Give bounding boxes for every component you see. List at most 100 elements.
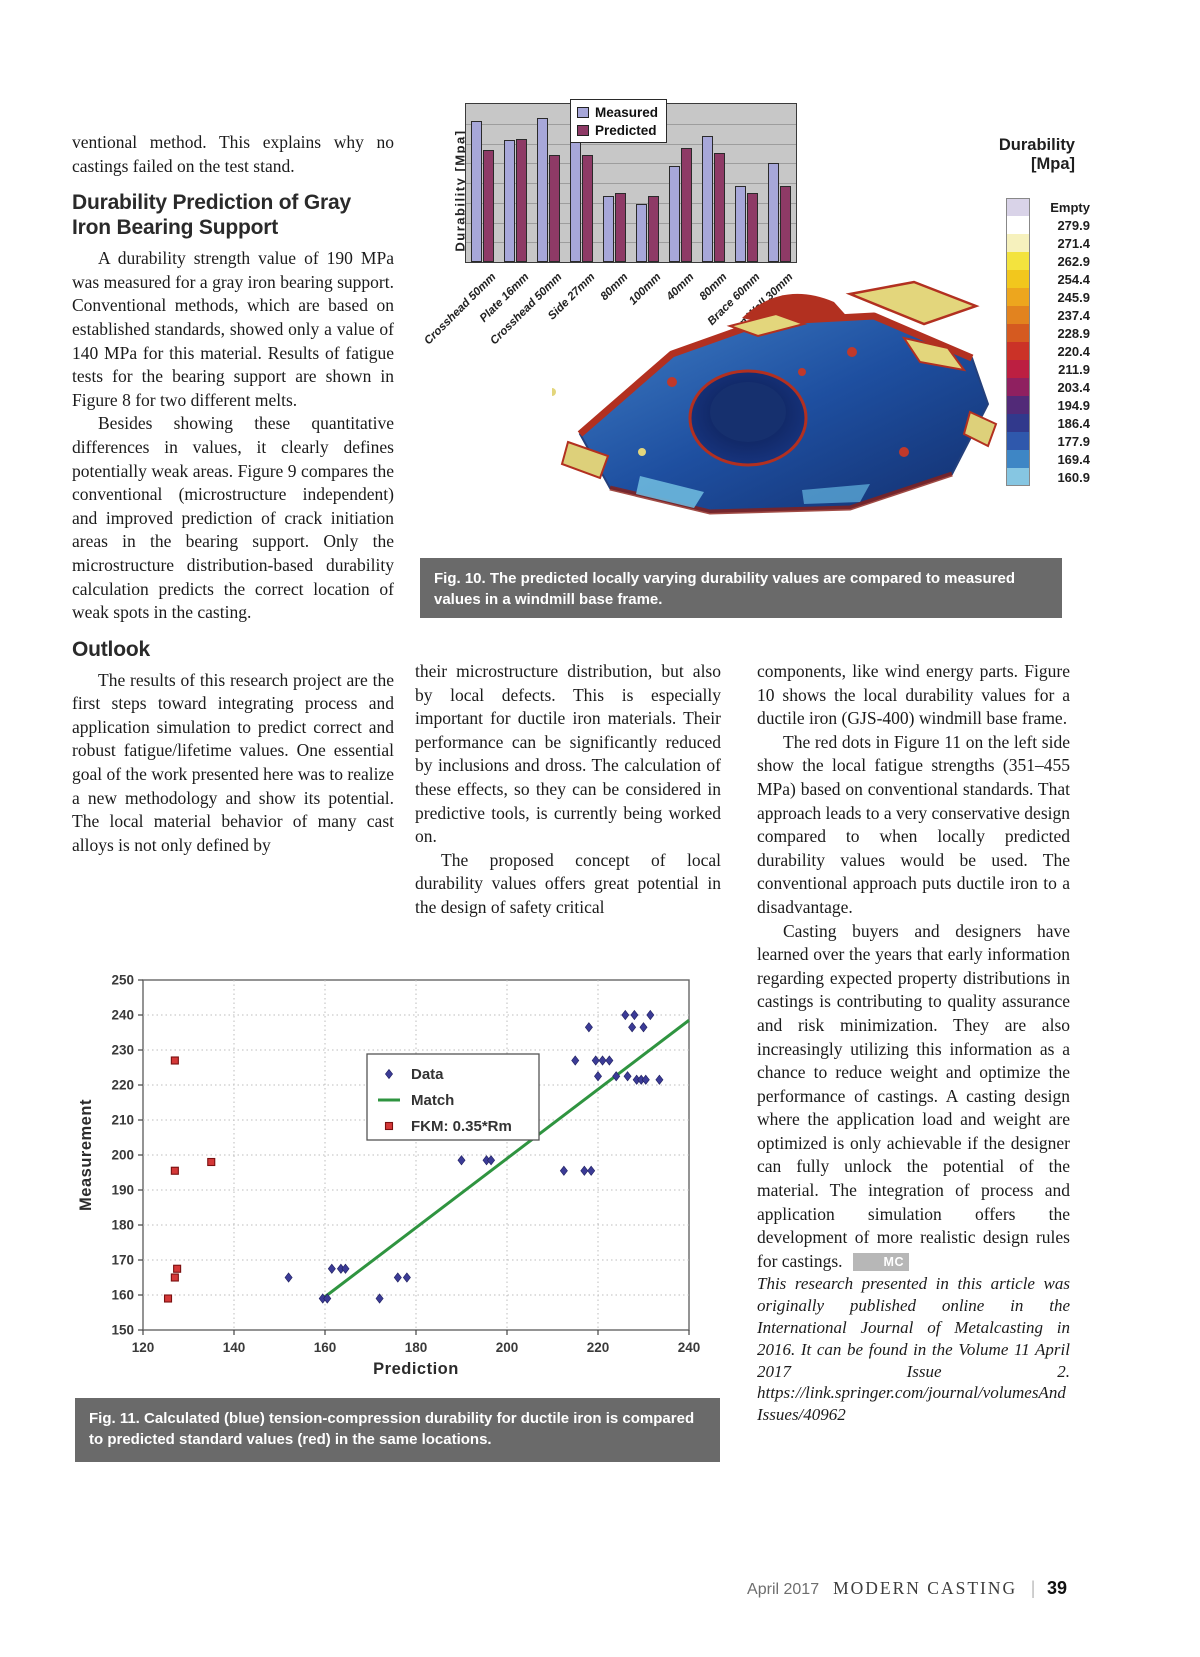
colorbar-entry: 211.9	[1006, 360, 1090, 378]
reprint-footnote: This research presented in this article …	[757, 1274, 1070, 1425]
colorbar-entry: 237.4	[1006, 306, 1090, 324]
paragraph: Casting buyers and designers have learne…	[757, 920, 1070, 1274]
fig10-caption: Fig. 10. The predicted locally varying d…	[420, 558, 1062, 618]
bar-measured	[569, 138, 581, 262]
bar-predicted	[713, 153, 725, 262]
durability-colorbar: Empty 279.9 271.4 262.9 254.4 245.9 237.4 228.9…	[1006, 198, 1090, 486]
svg-text:Data: Data	[411, 1066, 444, 1083]
colorbar-swatch-icon	[1006, 234, 1030, 252]
bar-chart-legend-item: Measured	[577, 103, 658, 121]
colorbar-swatch-icon	[1006, 396, 1030, 414]
mc-end-badge: MC	[852, 1252, 909, 1271]
svg-text:140: 140	[223, 1340, 246, 1355]
bar-measured	[701, 135, 713, 262]
svg-text:210: 210	[111, 1113, 134, 1128]
bar-measured	[602, 195, 614, 262]
scatter-svg: 120 140 160 180 200 220 240 150 160 170 180 190 200 2…	[77, 973, 701, 1379]
svg-text:160: 160	[314, 1340, 337, 1355]
bar-chart-legend: Measured Predicted	[570, 99, 668, 143]
right-column: components, like wind energy parts. Figu…	[757, 660, 1070, 1426]
bar-chart-legend-item: Predicted	[577, 121, 658, 139]
colorbar-entry: 254.4	[1006, 270, 1090, 288]
colorbar-entry: 203.4	[1006, 378, 1090, 396]
bar-predicted	[548, 154, 560, 262]
colorbar-entry: 177.9	[1006, 432, 1090, 450]
bar-predicted	[647, 195, 659, 262]
paragraph-text: Casting buyers and designers have learne…	[757, 920, 1070, 1271]
colorbar-swatch-icon	[1006, 432, 1030, 450]
colorbar-entry: 220.4	[1006, 342, 1090, 360]
bar-predicted	[779, 186, 791, 262]
colorbar-swatch-icon	[1006, 468, 1030, 486]
svg-text:120: 120	[132, 1340, 155, 1355]
bar-chart-gridline	[466, 242, 796, 244]
svg-text:240: 240	[678, 1340, 701, 1355]
paragraph: components, like wind energy parts. Figu…	[757, 661, 1070, 729]
bar-chart-gridline	[466, 183, 796, 184]
colorbar-entry: 160.9	[1006, 468, 1090, 486]
colorbar-entry: 245.9	[1006, 288, 1090, 306]
paragraph: The red dots in Figure 11 on the left si…	[757, 731, 1070, 917]
fig11-caption: Fig. 11. Calculated (blue) tension-compr…	[75, 1398, 720, 1462]
svg-text:180: 180	[111, 1218, 134, 1233]
svg-text:220: 220	[111, 1078, 134, 1093]
colorbar-swatch-icon	[1006, 306, 1030, 324]
svg-text:FKM: 0.35*Rm: FKM: 0.35*Rm	[411, 1118, 512, 1135]
svg-text:220: 220	[587, 1340, 610, 1355]
bar-predicted	[614, 192, 626, 262]
section-heading-durability-prediction: Durability Prediction of Gray Iron Beari…	[72, 191, 351, 240]
svg-text:250: 250	[111, 973, 134, 988]
svg-text:200: 200	[496, 1340, 519, 1355]
windmill-base-frame-render	[548, 280, 998, 515]
paragraph: their microstructure distribution, but a…	[415, 661, 721, 847]
bar-chart-gridline	[466, 143, 796, 145]
paragraph: The results of this research project are…	[72, 669, 394, 855]
colorbar-swatch-icon	[1006, 324, 1030, 342]
page-footer: April 2017 MODERN CASTING | 39	[747, 1578, 1067, 1600]
bar-measured	[503, 140, 515, 262]
left-column: ventional method. This explains why no c…	[72, 131, 394, 857]
colorbar-swatch-icon	[1006, 252, 1030, 270]
bar-chart-measured-vs-predicted: Durability [Mpa] Crosshead 50mm Plate 16m…	[420, 95, 815, 357]
footer-issue-date: April 2017	[747, 1581, 820, 1598]
bar-measured	[767, 162, 779, 262]
casting-render-figure	[548, 262, 1004, 558]
svg-text:240: 240	[111, 1008, 134, 1023]
colorbar-swatch-icon	[1006, 342, 1030, 360]
colorbar-swatch-icon	[1006, 270, 1030, 288]
colorbar-swatch-icon	[1006, 216, 1030, 234]
scatter-plot-fig11: 120 140 160 180 200 220 240 150 160 170 180 190 200 2…	[75, 958, 725, 1386]
colorbar-entry: 169.4	[1006, 450, 1090, 468]
bar-predicted	[482, 149, 494, 262]
section-heading-outlook: Outlook	[72, 637, 150, 661]
colorbar-swatch-icon	[1006, 414, 1030, 432]
paragraph: The proposed concept of local durability…	[415, 849, 721, 917]
colorbar-swatch-icon	[1006, 198, 1030, 216]
bar-predicted	[746, 192, 758, 262]
paragraph: A durability strength value of 190 MPa w…	[72, 248, 394, 410]
bar-measured	[470, 121, 482, 262]
svg-text:180: 180	[405, 1340, 428, 1355]
colorbar-entry: 228.9	[1006, 324, 1090, 342]
svg-text:160: 160	[111, 1288, 134, 1303]
paragraph: ventional method. This explains why no c…	[72, 132, 394, 176]
colorbar-entry: 194.9	[1006, 396, 1090, 414]
footer-page-number: 39	[1046, 1578, 1067, 1598]
svg-text:Measurement: Measurement	[77, 1099, 95, 1211]
footer-magazine-title: MODERN CASTING	[833, 1578, 1018, 1598]
bar-chart-gridline	[466, 202, 796, 204]
bar-predicted	[515, 138, 527, 262]
colorbar-swatch-icon	[1006, 360, 1030, 378]
svg-text:Match: Match	[411, 1092, 454, 1109]
middle-column: their microstructure distribution, but a…	[415, 660, 721, 920]
colorbar-entry: 279.9	[1006, 216, 1090, 234]
colorbar-swatch-icon	[1006, 450, 1030, 468]
bar-measured	[734, 186, 746, 262]
bar-predicted	[680, 148, 692, 262]
colorbar-entry: 271.4	[1006, 234, 1090, 252]
svg-text:170: 170	[111, 1253, 134, 1268]
footer-separator: |	[1031, 1578, 1035, 1599]
svg-text:230: 230	[111, 1043, 134, 1058]
colorbar-title: Durability [Mpa]	[998, 136, 1075, 173]
